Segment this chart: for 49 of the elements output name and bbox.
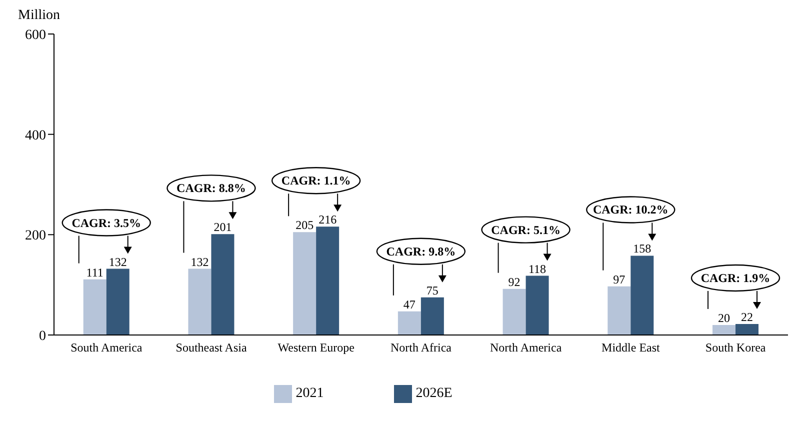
y-tick-label: 400 [25, 128, 46, 144]
data-label: 132 [190, 254, 209, 269]
data-label: 118 [528, 262, 546, 276]
data-label: 132 [108, 254, 127, 269]
data-label: 20 [718, 310, 730, 325]
bar [712, 324, 736, 335]
y-tick-label: 0 [39, 328, 46, 344]
x-tick-label: Middle East [602, 340, 661, 355]
data-label: 22 [741, 310, 754, 324]
x-tick-label: Southeast Asia [176, 340, 248, 355]
annotation: CAGR: 9.8% [386, 244, 456, 258]
y-tick-label: 200 [25, 228, 46, 244]
x-tick-label: Western Europe [278, 340, 354, 355]
y-tick-label: 600 [25, 28, 46, 43]
bar [211, 234, 234, 335]
data-label: 216 [318, 212, 337, 227]
data-label: 201 [214, 220, 232, 234]
x-tick-label: North Africa [390, 340, 452, 355]
annotation: CAGR: 1.1% [281, 174, 351, 188]
data-label: 75 [426, 283, 438, 298]
data-label: 92 [508, 274, 520, 289]
bar [736, 324, 759, 335]
bar [293, 232, 316, 335]
bar [608, 286, 631, 335]
annotation: CAGR: 8.8% [176, 181, 246, 196]
bar [526, 276, 549, 335]
y-axis-title: Million [18, 8, 60, 24]
bar [420, 297, 444, 335]
legend-label: 2021 [296, 386, 324, 402]
x-tick-label: South Korea [705, 340, 766, 355]
bar [188, 268, 212, 335]
annotation: CAGR: 10.2% [592, 202, 668, 217]
data-label: 111 [86, 265, 104, 280]
bar [316, 226, 340, 335]
bar [83, 279, 106, 335]
bar [106, 268, 130, 335]
bar [502, 288, 526, 335]
data-label: 47 [403, 297, 416, 312]
x-tick-label: South America [70, 340, 143, 355]
legend-label: 2026E [416, 386, 452, 402]
annotation: CAGR: 3.5% [72, 216, 142, 230]
data-label: 97 [613, 272, 626, 286]
bar [398, 311, 421, 335]
annotation: CAGR: 1.9% [700, 270, 770, 285]
data-label: 158 [633, 242, 652, 256]
bar [630, 256, 654, 335]
annotation: CAGR: 5.1% [491, 222, 560, 237]
x-tick-label: North America [490, 340, 562, 355]
data-label: 205 [296, 218, 314, 232]
